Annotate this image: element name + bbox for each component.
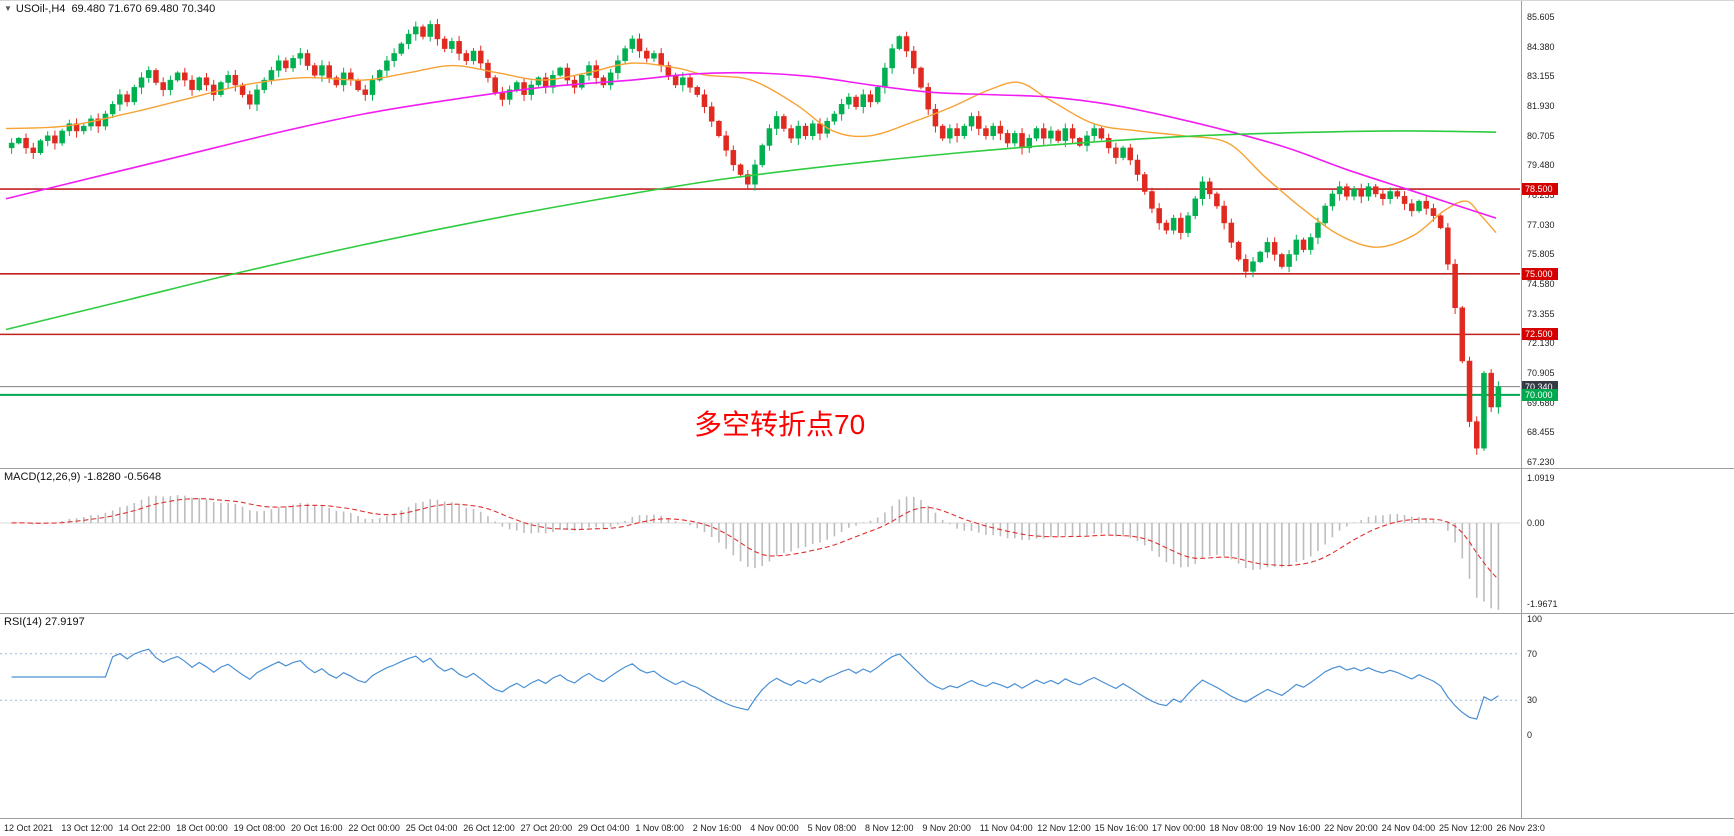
- time-tick-label: 22 Nov 20:00: [1324, 823, 1378, 833]
- symbol-ohlc-label: ▼ USOil-,H4 69.480 71.670 69.480 70.340: [4, 3, 221, 15]
- price-tick-label: 77.030: [1527, 219, 1555, 230]
- symbol-period-label: USOil-,H4: [15, 3, 66, 15]
- time-tick-label: 25 Oct 04:00: [405, 823, 458, 833]
- price-tick-label: 72.130: [1527, 338, 1555, 349]
- price-tick-label: 69.680: [1527, 397, 1555, 408]
- rsi-tick-label: 70: [1527, 648, 1538, 659]
- price-tick-label: 73.355: [1527, 308, 1555, 319]
- time-tick-label: 12 Nov 12:00: [1037, 823, 1091, 833]
- rsi-axis[interactable]: 100 70 30 0: [1521, 614, 1734, 818]
- time-tick-label: 12 Oct 2021: [4, 823, 54, 833]
- price-axis[interactable]: 85.60584.38083.15581.93080.70579.48078.2…: [1521, 1, 1734, 468]
- price-tick-label: 79.480: [1527, 160, 1555, 171]
- price-tick-label: 74.580: [1527, 279, 1555, 289]
- macd-axis[interactable]: 1.0919 0.00 -1.9671: [1521, 469, 1734, 613]
- time-tick-label: 27 Oct 20:00: [520, 823, 573, 833]
- price-level-badge: 72.500: [1522, 328, 1558, 341]
- time-tick-label: 19 Nov 16:00: [1266, 823, 1321, 833]
- price-tick-label: 68.455: [1527, 427, 1555, 438]
- macd-tick-label: 0.00: [1527, 517, 1545, 528]
- panel-separator[interactable]: [0, 613, 1734, 614]
- macd-tick-label: -1.9671: [1527, 598, 1558, 609]
- rsi-label: RSI(14) 27.9197: [4, 616, 85, 628]
- macd-label: MACD(12,26,9) -1.8280 -0.5648: [4, 471, 162, 483]
- time-tick-label: 11 Nov 04:00: [979, 823, 1033, 833]
- price-tick-label: 67.230: [1527, 457, 1555, 467]
- support-level-badge: 70.000: [1522, 388, 1558, 401]
- time-tick-label: 8 Nov 12:00: [865, 823, 914, 833]
- time-tick-label: 26 Oct 12:00: [463, 823, 515, 833]
- time-tick-label: 1 Nov 08:00: [635, 823, 684, 833]
- panel-separator[interactable]: [0, 818, 1734, 819]
- annotation-text[interactable]: 多空转折点70: [694, 409, 866, 440]
- time-tick-label: 26 Nov 23:0: [1496, 823, 1545, 833]
- collapse-indicator-icon[interactable]: ▼: [4, 4, 12, 13]
- macd-panel[interactable]: MACD(12,26,9) -1.8280 -0.5648 1.0919 0.00…: [0, 469, 1734, 613]
- time-tick-label: 17 Nov 00:00: [1152, 823, 1206, 833]
- price-tick-label: 81.930: [1527, 101, 1555, 111]
- time-tick-label: 4 Nov 00:00: [750, 823, 799, 833]
- price-tick-label: 75.805: [1527, 249, 1555, 260]
- time-tick-label: 18 Oct 00:00: [176, 823, 228, 833]
- time-tick-label: 18 Nov 08:00: [1209, 823, 1263, 833]
- macd-tick-label: 1.0919: [1527, 473, 1555, 484]
- price-tick-label: 70.905: [1527, 368, 1555, 378]
- price-level-badge: 75.000: [1522, 267, 1558, 280]
- time-tick-label: 14 Oct 22:00: [118, 823, 171, 833]
- time-tick-label: 9 Nov 20:00: [922, 823, 971, 833]
- panel-separator[interactable]: [0, 468, 1734, 469]
- price-chart-canvas[interactable]: [0, 1, 1520, 468]
- rsi-canvas[interactable]: [0, 614, 1520, 818]
- time-tick-label: 29 Oct 04:00: [578, 823, 630, 833]
- macd-canvas[interactable]: [0, 469, 1520, 613]
- price-tick-label: 83.155: [1527, 71, 1555, 82]
- rsi-tick-label: 30: [1527, 695, 1538, 706]
- price-tick-label: 80.705: [1527, 130, 1555, 141]
- time-tick-label: 13 Oct 12:00: [61, 823, 113, 833]
- rsi-tick-label: 100: [1527, 614, 1543, 624]
- ohlc-values: 69.480 71.670 69.480 70.340: [71, 3, 216, 15]
- main-chart-panel[interactable]: ▼ USOil-,H4 69.480 71.670 69.480 70.340 多空…: [0, 1, 1734, 468]
- price-level-badge: 78.500: [1522, 183, 1558, 196]
- time-tick-label: 24 Nov 04:00: [1381, 823, 1436, 833]
- price-tick-label: 84.380: [1527, 41, 1555, 52]
- time-tick-label: 2 Nov 16:00: [692, 823, 742, 833]
- time-axis[interactable]: 12 Oct 2021 13 Oct 12:00 14 Oct 22:00 18 Oc…: [0, 819, 1734, 836]
- time-tick-label: 15 Nov 16:00: [1094, 823, 1149, 833]
- time-tick-label: 19 Oct 08:00: [233, 823, 286, 833]
- rsi-panel[interactable]: RSI(14) 27.9197 100 70 30 0: [0, 614, 1734, 818]
- time-tick-label: 5 Nov 08:00: [807, 823, 857, 833]
- time-tick-label: 22 Oct 00:00: [348, 823, 400, 833]
- rsi-tick-label: 0: [1527, 730, 1533, 740]
- time-tick-label: 20 Oct 16:00: [291, 823, 343, 833]
- time-tick-label: 25 Nov 12:00: [1439, 823, 1493, 833]
- price-tick-label: 85.605: [1527, 12, 1555, 22]
